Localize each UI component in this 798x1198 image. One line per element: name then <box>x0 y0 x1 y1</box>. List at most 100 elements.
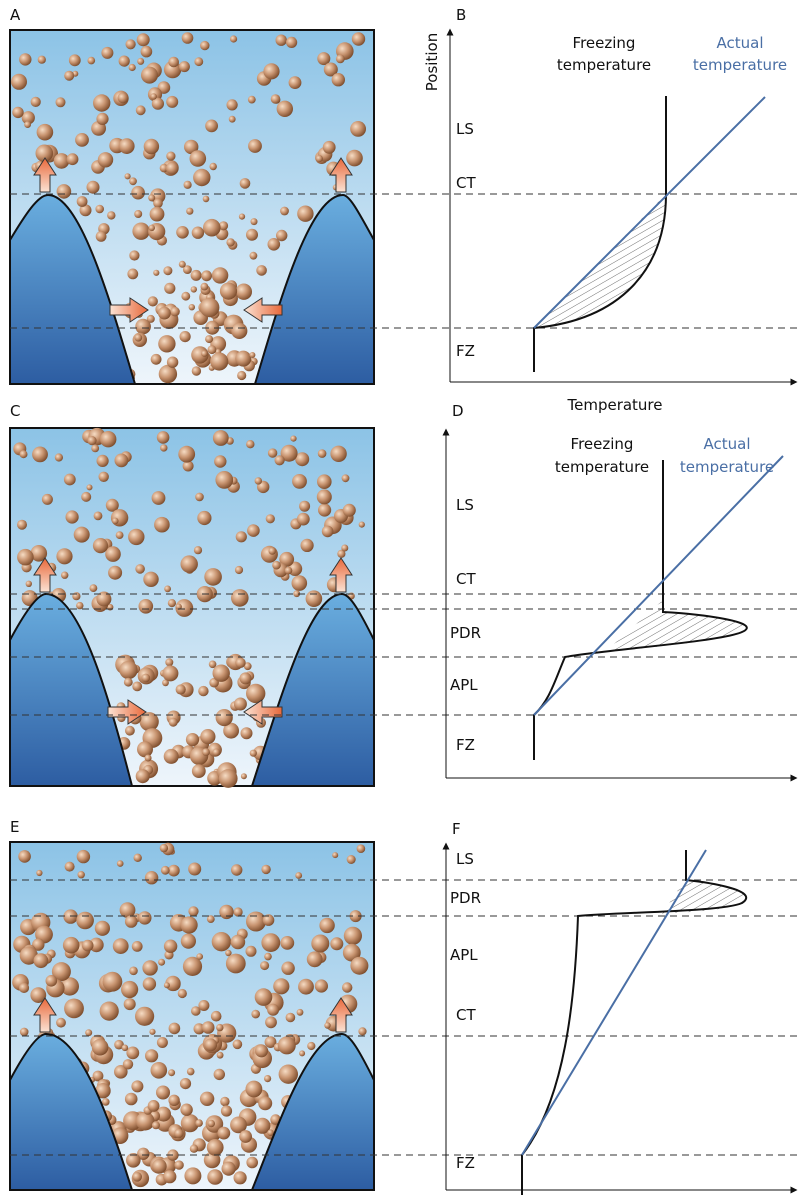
particle <box>273 978 290 995</box>
particle <box>92 1070 104 1082</box>
particle <box>91 444 100 453</box>
particle <box>314 979 328 993</box>
particle <box>167 599 176 608</box>
particle <box>95 1083 111 1099</box>
particle <box>204 568 222 586</box>
particle <box>195 492 204 502</box>
particle <box>237 370 247 381</box>
particle <box>63 909 78 924</box>
particle <box>107 211 116 220</box>
particle <box>231 322 248 339</box>
particle <box>189 1144 199 1153</box>
particle <box>51 962 71 982</box>
particle <box>191 366 202 376</box>
particle <box>358 521 365 528</box>
particle <box>12 106 24 119</box>
particle <box>295 452 310 467</box>
zone-label: FZ <box>456 342 475 360</box>
particle <box>97 152 114 168</box>
particle <box>317 52 331 66</box>
particle <box>221 1161 236 1176</box>
particle <box>144 871 159 885</box>
particle <box>181 32 194 44</box>
particle <box>231 864 243 876</box>
particle <box>108 565 123 580</box>
particle <box>194 57 204 67</box>
particle <box>305 590 323 607</box>
particle <box>81 491 92 502</box>
particle <box>85 1029 93 1037</box>
freezing-label: Freezing <box>571 435 634 453</box>
particle <box>117 92 129 104</box>
particle <box>94 920 110 936</box>
particle <box>96 591 112 607</box>
particle <box>202 195 210 203</box>
particle <box>35 144 54 163</box>
particle <box>233 907 243 917</box>
particle <box>168 1094 180 1107</box>
particle <box>37 55 46 64</box>
particle <box>149 1028 156 1035</box>
particle <box>292 474 307 489</box>
particle <box>234 565 244 575</box>
particle <box>246 683 266 704</box>
particle <box>249 749 257 757</box>
particle <box>129 966 138 976</box>
particle <box>158 364 178 384</box>
actual-label: temperature <box>680 458 774 476</box>
particle <box>180 1103 193 1116</box>
particle <box>141 66 158 84</box>
particle <box>175 603 182 610</box>
particle <box>17 548 34 566</box>
particle <box>128 63 136 72</box>
particle <box>216 1051 224 1059</box>
particle <box>96 454 109 467</box>
particle <box>245 1080 263 1098</box>
particle <box>86 180 100 194</box>
particle <box>251 1009 260 1019</box>
particle <box>76 911 94 930</box>
particle <box>121 980 139 999</box>
particle <box>200 40 210 51</box>
particle <box>36 869 43 877</box>
particle <box>231 589 249 607</box>
particle <box>65 510 79 524</box>
particle <box>193 168 211 187</box>
particle <box>342 982 353 993</box>
particle <box>19 1027 29 1037</box>
particle <box>156 431 170 444</box>
particle <box>77 871 85 879</box>
particle <box>202 748 210 756</box>
particle <box>181 291 191 301</box>
particle <box>198 685 209 697</box>
particle <box>119 660 138 680</box>
particle <box>156 1037 168 1048</box>
particle <box>116 860 124 867</box>
panel-label: B <box>456 6 466 24</box>
particle <box>135 318 151 335</box>
particle <box>175 599 194 617</box>
particle <box>323 62 338 77</box>
particle <box>276 229 288 242</box>
particle <box>296 512 310 526</box>
particle <box>63 473 76 486</box>
particle <box>295 872 303 879</box>
particle <box>204 1038 218 1052</box>
particle <box>93 511 103 521</box>
particle <box>119 902 136 918</box>
particle <box>132 222 150 240</box>
particle <box>114 1039 124 1050</box>
particle <box>296 1008 304 1016</box>
zone-label: PDR <box>450 889 481 907</box>
particle <box>335 54 345 64</box>
particle <box>170 306 180 317</box>
particle <box>235 283 252 300</box>
particle <box>174 1160 184 1170</box>
particle <box>135 105 146 116</box>
particle <box>56 184 72 199</box>
particle <box>254 477 262 485</box>
particle <box>32 938 45 951</box>
particle <box>149 206 165 222</box>
particle <box>261 864 271 875</box>
particle <box>24 121 31 128</box>
